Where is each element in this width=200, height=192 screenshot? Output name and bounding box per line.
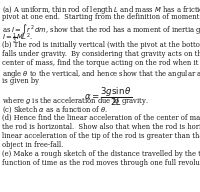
Text: (e) Make a rough sketch of the distance travelled by the tip as a: (e) Make a rough sketch of the distance …: [2, 150, 200, 158]
Text: as $I = \int r^2\, dm$, show that the rod has a moment of inertia given by: as $I = \int r^2\, dm$, show that the ro…: [2, 22, 200, 36]
Text: (b) The rod is initially vertical (with the pivot at the bottom) and: (b) The rod is initially vertical (with …: [2, 41, 200, 49]
Text: falls under gravity.  By considering that gravity acts on the rod's: falls under gravity. By considering that…: [2, 50, 200, 58]
Text: function of time as the rod moves through one full revolution.: function of time as the rod moves throug…: [2, 159, 200, 167]
Text: object in free-fall.: object in free-fall.: [2, 141, 64, 149]
Text: (a) A uniform, thin rod of length $L$ and mass $M$ has a frictionless: (a) A uniform, thin rod of length $L$ an…: [2, 4, 200, 16]
Text: $I = \frac{1}{3}ML^2$.: $I = \frac{1}{3}ML^2$.: [2, 32, 33, 46]
Text: is given by: is given by: [2, 77, 39, 85]
Text: pivot at one end.  Starting from the definition of moment of inertia: pivot at one end. Starting from the defi…: [2, 13, 200, 21]
Text: center of mass, find the torque acting on the rod when it is at an: center of mass, find the torque acting o…: [2, 59, 200, 67]
Text: angle $\theta$ to the vertical, and hence show that the angular acceleration: angle $\theta$ to the vertical, and henc…: [2, 68, 200, 80]
Text: (c) Sketch $\alpha$ as a function of $\theta$.: (c) Sketch $\alpha$ as a function of $\t…: [2, 104, 108, 115]
Text: (d) Hence find the linear acceleration of the center of mass when: (d) Hence find the linear acceleration o…: [2, 114, 200, 122]
Text: where $g$ is the acceleration due to gravity.: where $g$ is the acceleration due to gra…: [2, 95, 149, 108]
Text: $\alpha = \dfrac{3g\sin\theta}{2L}$: $\alpha = \dfrac{3g\sin\theta}{2L}$: [84, 85, 132, 108]
Text: the rod is horizontal.  Show also that when the rod is horizontal the: the rod is horizontal. Show also that wh…: [2, 123, 200, 131]
Text: linear acceleration of the tip of the rod is greater than that of an: linear acceleration of the tip of the ro…: [2, 132, 200, 140]
